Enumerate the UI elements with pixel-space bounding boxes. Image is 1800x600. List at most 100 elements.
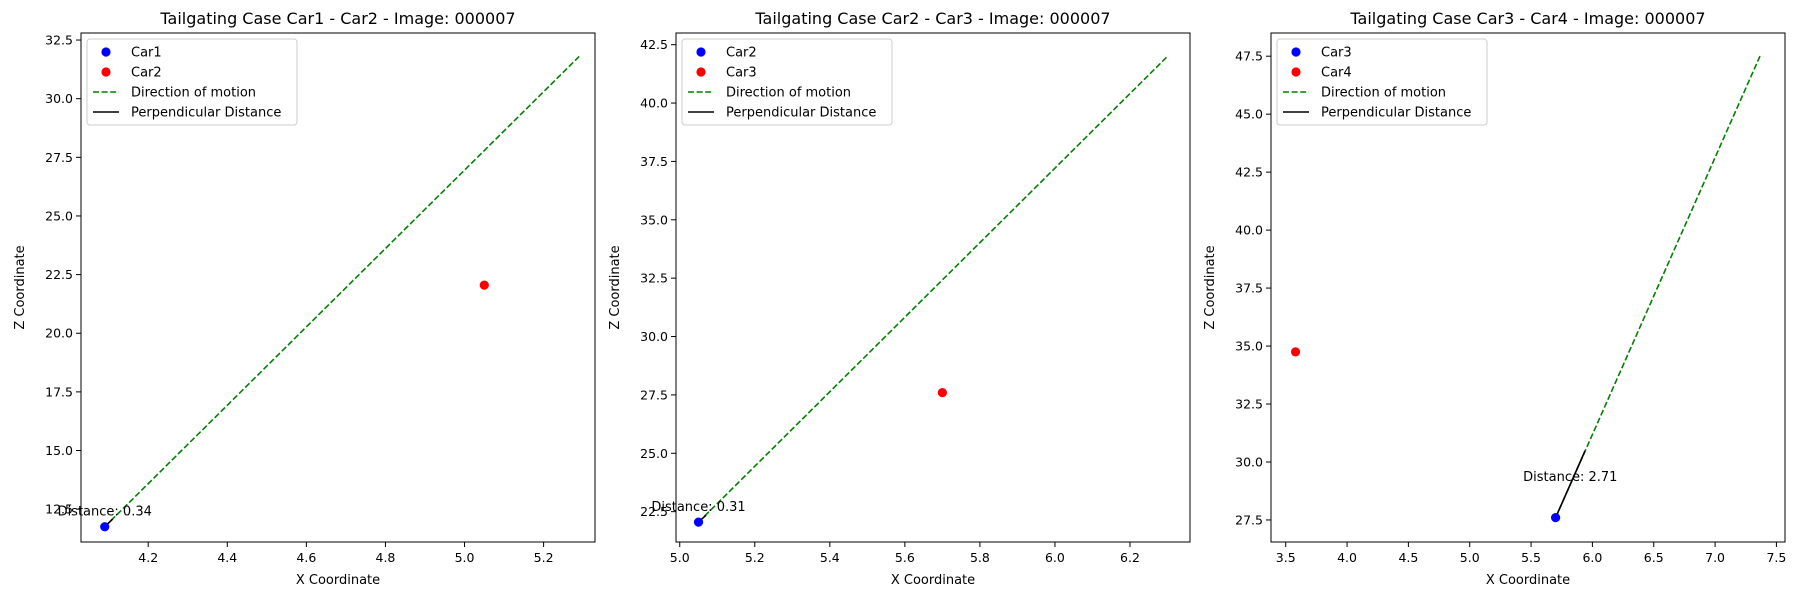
x-axis-label: X Coordinate — [296, 573, 380, 588]
y-tick-label: 42.5 — [1235, 165, 1263, 180]
x-tick-label: 6.2 — [1120, 550, 1140, 565]
legend-marker-car3 — [1291, 47, 1301, 57]
x-tick-label: 4.8 — [376, 550, 396, 565]
x-tick-label: 5.2 — [534, 550, 554, 565]
y-tick-label: 30.0 — [1235, 454, 1263, 469]
y-tick-label: 17.5 — [45, 384, 73, 399]
legend-box — [86, 38, 298, 126]
y-tick-label: 47.5 — [1235, 49, 1263, 64]
x-axis-label: X Coordinate — [891, 573, 975, 588]
x-tick-label: 4.4 — [217, 550, 237, 565]
distance-annotation: Distance: 2.71 — [1523, 470, 1617, 485]
distance-annotation: Distance: 0.34 — [58, 505, 152, 520]
y-tick-label: 45.0 — [1235, 107, 1263, 122]
legend-box — [1276, 38, 1488, 126]
y-tick-label: 30.0 — [45, 91, 73, 106]
x-tick-label: 5.5 — [1521, 550, 1541, 565]
y-tick-label: 30.0 — [640, 329, 668, 344]
direction-of-motion-line — [697, 55, 1169, 523]
x-axis-label: X Coordinate — [1486, 573, 1570, 588]
y-tick-label: 37.5 — [640, 154, 668, 169]
x-tick-label: 7.0 — [1705, 550, 1725, 565]
y-axis-label: Z Coordinate — [13, 245, 28, 329]
x-tick-label: 4.2 — [138, 550, 158, 565]
legend-label: Perpendicular Distance — [131, 106, 281, 121]
y-tick-label: 32.5 — [45, 33, 73, 48]
legend: Car1 Car2 Direction of motion Perpendicular… — [86, 38, 298, 126]
y-tick-label: 20.0 — [45, 326, 73, 341]
legend-label: Car3 — [726, 66, 757, 81]
y-tick-label: 25.0 — [640, 446, 668, 461]
y-tick-label: 22.5 — [45, 267, 73, 282]
y-tick-label: 27.5 — [640, 387, 668, 402]
y-tick-label: 27.5 — [1235, 512, 1263, 527]
x-tick-label: 5.8 — [970, 550, 990, 565]
y-tick-label: 40.0 — [640, 96, 668, 111]
distance-annotation: Distance: 0.31 — [651, 500, 745, 515]
x-tick-label: 5.0 — [1460, 550, 1480, 565]
chart-panel-3: Tailgating Case Car3 - Car4 - Image: 000… — [1203, 9, 1786, 588]
y-tick-label: 25.0 — [45, 208, 73, 223]
y-axis-label: Z Coordinate — [1203, 245, 1218, 329]
x-tick-label: 7.5 — [1766, 550, 1786, 565]
y-tick-label: 12.5 — [45, 502, 73, 517]
axes-frame — [80, 32, 596, 543]
chart-title: Tailgating Case Car2 - Car3 - Image: 000… — [754, 9, 1110, 28]
legend-label: Car2 — [726, 46, 757, 61]
x-tick-label: 4.6 — [296, 550, 316, 565]
x-tick-label: 6.5 — [1644, 550, 1664, 565]
y-tick-label: 37.5 — [1235, 281, 1263, 296]
perpendicular-distance-line — [1554, 450, 1586, 518]
point-car1 — [100, 522, 110, 532]
legend-marker-car4 — [1291, 67, 1301, 77]
point-car2 — [693, 517, 704, 527]
legend-label: Direction of motion — [131, 86, 256, 101]
point-car3 — [937, 387, 947, 398]
chart-panel-2: Tailgating Case Car2 - Car3 - Image: 000… — [608, 9, 1191, 588]
y-axis-label: Z Coordinate — [608, 245, 623, 329]
chart-title: Tailgating Case Car3 - Car4 - Image: 000… — [1349, 9, 1705, 28]
point-car3 — [1551, 513, 1561, 523]
legend-marker-car2 — [101, 67, 111, 77]
y-tick-label: 35.0 — [1235, 339, 1263, 354]
x-tick-label: 5.0 — [455, 550, 475, 565]
legend-label: Car4 — [1321, 66, 1352, 81]
x-tick-label: 3.5 — [1276, 550, 1296, 565]
y-tick-label: 27.5 — [45, 150, 73, 165]
y-tick-label: 32.5 — [640, 271, 668, 286]
point-car2 — [479, 280, 489, 290]
legend-box — [681, 38, 893, 126]
axes-frame — [675, 32, 1191, 543]
chart-title: Tailgating Case Car1 - Car2 - Image: 000… — [159, 9, 515, 28]
y-tick-label: 42.5 — [640, 37, 668, 52]
legend-label: Direction of motion — [726, 86, 851, 101]
y-tick-label: 35.0 — [640, 212, 668, 227]
legend-label: Direction of motion — [1321, 86, 1446, 101]
x-tick-label: 5.4 — [820, 550, 840, 565]
legend: Car3 Car4 Direction of motion Perpendicular… — [1276, 38, 1488, 126]
legend-marker-car1 — [101, 47, 111, 57]
y-tick-label: 15.0 — [45, 443, 73, 458]
direction-of-motion-line — [104, 55, 580, 528]
x-tick-label: 5.2 — [745, 550, 765, 565]
x-tick-label: 4.5 — [1398, 550, 1418, 565]
y-tick-label: 22.5 — [640, 504, 668, 519]
y-tick-label: 32.5 — [1235, 397, 1263, 412]
legend-label: Car2 — [131, 66, 162, 81]
x-tick-label: 6.0 — [1045, 550, 1065, 565]
legend-label: Car3 — [1321, 46, 1352, 61]
legend: Car2 Car3 Direction of motion Perpendicular… — [681, 38, 893, 126]
legend-label: Car1 — [131, 46, 162, 61]
legend-marker-car3 — [696, 67, 706, 77]
chart-panel-1: Tailgating Case Car1 - Car2 - Image: 000… — [13, 9, 596, 588]
y-tick-label: 40.0 — [1235, 223, 1263, 238]
x-tick-label: 5.0 — [670, 550, 690, 565]
x-tick-label: 5.6 — [895, 550, 915, 565]
legend-label: Perpendicular Distance — [726, 106, 876, 121]
axes-frame — [1270, 32, 1786, 543]
point-car4 — [1290, 347, 1301, 357]
legend-label: Perpendicular Distance — [1321, 106, 1471, 121]
legend-marker-car2 — [696, 47, 706, 57]
x-tick-label: 4.0 — [1337, 550, 1357, 565]
